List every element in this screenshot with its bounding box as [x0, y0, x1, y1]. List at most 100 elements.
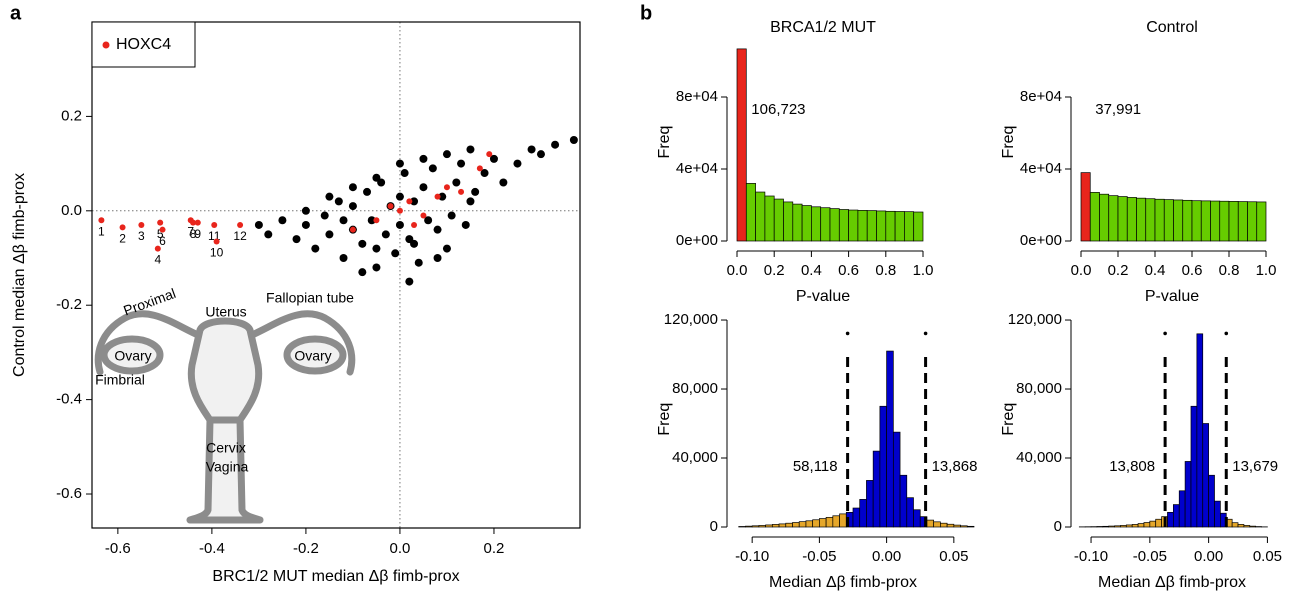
bar	[848, 209, 859, 242]
bar	[1173, 199, 1184, 242]
bar	[852, 507, 861, 528]
bar	[1178, 490, 1186, 528]
point	[480, 169, 489, 178]
bar	[859, 499, 867, 528]
x-tick-label: 0.4	[1145, 262, 1166, 279]
bar	[771, 524, 780, 528]
y-tick-label: 0.0	[61, 202, 82, 219]
point	[433, 254, 442, 263]
point-label: 9	[194, 227, 201, 241]
x-tick-label: 0.00	[1194, 548, 1223, 565]
y-axis-label: Freq	[656, 126, 673, 159]
point	[434, 193, 441, 200]
bar	[832, 515, 840, 528]
point	[372, 173, 381, 182]
bar	[1108, 195, 1119, 242]
threshold-cap	[1224, 331, 1229, 336]
bar	[1249, 525, 1257, 528]
y-tick-label: 0.2	[61, 107, 82, 124]
bar	[1102, 525, 1110, 528]
bar	[1155, 518, 1162, 528]
bar	[811, 206, 822, 242]
y-axis-label: Freq	[1000, 126, 1017, 159]
point	[138, 221, 145, 228]
point	[551, 140, 560, 149]
tail-count-label: 58,118	[793, 458, 838, 475]
bar	[751, 525, 760, 528]
point	[237, 221, 244, 228]
x-tick-label: 0.05	[939, 548, 968, 565]
tail-count-label: 13,808	[1109, 458, 1155, 475]
bar	[736, 48, 747, 242]
bar	[738, 526, 746, 528]
bar	[819, 518, 827, 528]
panel-label: b	[640, 2, 652, 24]
point	[320, 211, 329, 220]
uterus-diagram	[94, 310, 356, 524]
bar	[1108, 525, 1115, 528]
bar	[812, 519, 820, 528]
point	[419, 154, 428, 163]
point-label: 1	[98, 224, 105, 238]
threshold-cap	[1163, 331, 1167, 336]
bar	[1137, 523, 1145, 528]
bar	[866, 210, 877, 242]
point-label: 12	[233, 229, 247, 243]
tail-count-label: 13,868	[932, 458, 978, 475]
bar	[866, 480, 874, 528]
bar	[966, 525, 975, 528]
point	[400, 169, 409, 178]
point	[442, 150, 451, 159]
y-tick-label: 8e+04	[1020, 88, 1062, 105]
x-tick-label: 0.6	[838, 262, 859, 279]
y-tick-label: 120,000	[664, 311, 718, 328]
point	[157, 219, 164, 226]
point	[254, 220, 263, 229]
point	[358, 268, 367, 277]
diagram-label: Vagina	[206, 459, 249, 475]
bar	[899, 474, 908, 528]
point	[334, 197, 343, 206]
bar	[1096, 526, 1104, 528]
bar	[758, 525, 766, 528]
bar	[1190, 405, 1198, 528]
chart-title: Control	[1146, 19, 1198, 36]
bar	[1149, 520, 1157, 528]
bar	[1167, 511, 1174, 528]
point	[213, 238, 220, 245]
point	[471, 187, 480, 196]
bar	[1143, 522, 1151, 528]
y-tick-label: 0e+00	[1020, 232, 1062, 249]
point	[391, 249, 400, 258]
bar	[745, 183, 756, 242]
bar	[1154, 198, 1165, 242]
x-axis-label: BRC1/2 MUT median Δβ fimb-prox	[212, 568, 459, 585]
point-label: 6	[159, 234, 166, 248]
x-tick-label: 0.8	[1219, 262, 1240, 279]
point	[452, 178, 461, 187]
bar	[1214, 500, 1221, 528]
bar	[894, 211, 905, 242]
bar	[1136, 197, 1147, 242]
point	[466, 197, 475, 206]
point	[373, 217, 380, 224]
value-label: 106,723	[751, 101, 805, 118]
diagram-label: Uterus	[205, 304, 246, 320]
point	[339, 216, 348, 225]
diagram-label: Cervix	[206, 440, 246, 456]
bar	[773, 198, 784, 242]
bar	[1114, 525, 1121, 528]
point	[424, 216, 433, 225]
point	[395, 159, 404, 168]
bar	[913, 509, 921, 528]
bar	[778, 523, 787, 528]
bar	[1243, 525, 1251, 528]
bar	[765, 524, 773, 528]
y-tick-label: 0	[710, 518, 718, 535]
bar	[1219, 200, 1230, 242]
x-tick-label: 0.2	[484, 540, 505, 557]
y-tick-label: -0.4	[56, 391, 82, 408]
point	[433, 225, 442, 234]
bar	[1131, 524, 1139, 528]
x-tick-label: 1.0	[1256, 262, 1277, 279]
